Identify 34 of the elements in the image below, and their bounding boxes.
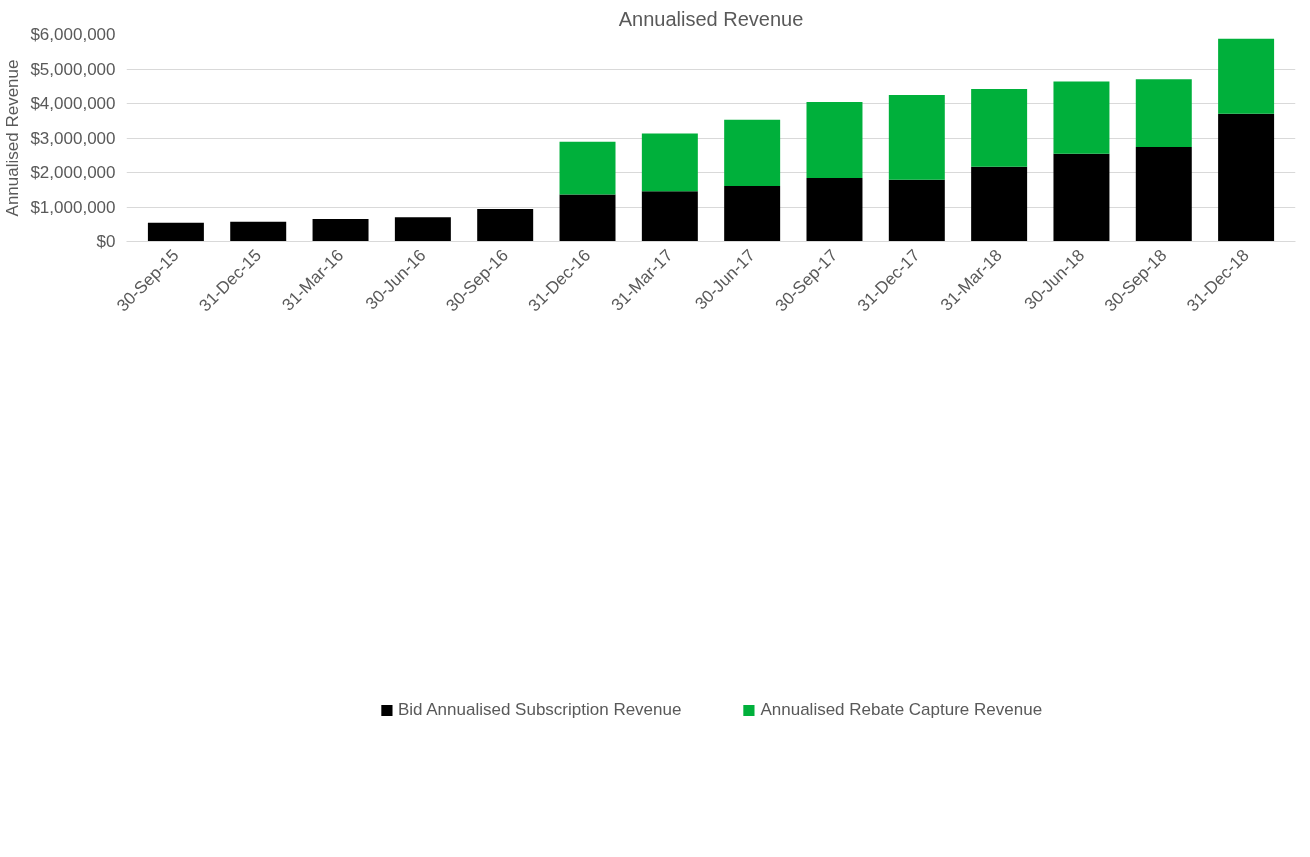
y-tick-label: $5,000,000 xyxy=(30,59,116,79)
y-tick-label: $6,000,000 xyxy=(30,25,116,44)
bar xyxy=(806,178,863,242)
bar xyxy=(559,194,616,242)
bar xyxy=(806,102,863,179)
bar xyxy=(724,119,781,186)
bar xyxy=(888,94,945,180)
y-axis-title: Annualised Revenue xyxy=(3,59,23,217)
bar xyxy=(147,222,204,242)
bar xyxy=(1218,113,1275,242)
y-tick-label: $0 xyxy=(96,232,116,251)
bar xyxy=(1218,38,1275,114)
bar xyxy=(394,217,451,242)
chart-title: Annualised Revenue xyxy=(618,7,804,30)
bar xyxy=(641,191,698,242)
bar xyxy=(1053,153,1110,242)
bar xyxy=(230,221,287,242)
bar xyxy=(1135,79,1192,147)
bar xyxy=(1053,81,1110,154)
bar xyxy=(971,89,1028,167)
bar xyxy=(641,133,698,192)
y-tick-label: $4,000,000 xyxy=(30,94,116,113)
legend-label: Bid Annualised Subscription Revenue xyxy=(397,700,682,720)
bar xyxy=(971,166,1028,242)
bar xyxy=(888,179,945,242)
bar xyxy=(1135,146,1192,242)
bar xyxy=(477,209,534,242)
y-tick-label: $1,000,000 xyxy=(30,197,116,217)
y-tick-label: $2,000,000 xyxy=(30,163,116,182)
y-tick-label: $3,000,000 xyxy=(30,128,116,148)
legend-label: Annualised Rebate Capture Revenue xyxy=(760,700,1043,720)
bar xyxy=(312,219,369,242)
bar xyxy=(559,141,616,195)
bar xyxy=(724,185,781,242)
